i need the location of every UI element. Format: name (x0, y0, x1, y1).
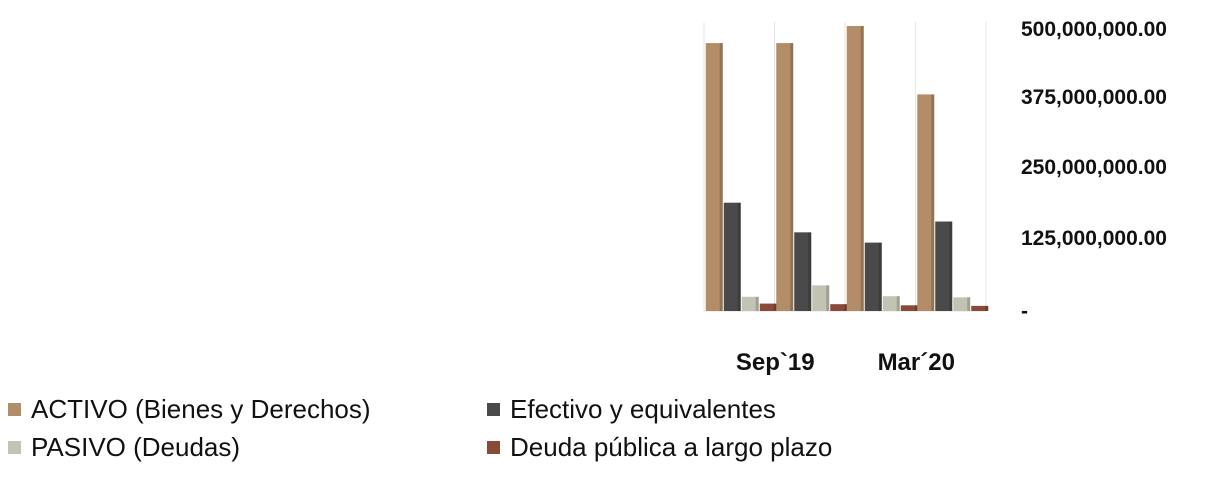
y-tick-label: 250,000,000.00 (1021, 156, 1167, 179)
legend-label: ACTIVO (Bienes y Derechos) (31, 394, 371, 424)
bar-shade-3-0 (773, 303, 777, 311)
bar-shade-0-0 (719, 43, 723, 311)
legend-swatch (8, 440, 21, 454)
bar-chart: 500,000,000.00 375,000,000.00 250,000,000.… (703, 18, 1167, 376)
bar-shade-2-1 (826, 285, 830, 311)
bar-shade-2-3 (967, 297, 971, 311)
legend-label: Deuda pública a largo plazo (510, 432, 833, 462)
y-tick-label: 125,000,000.00 (1021, 227, 1167, 250)
bar-2-1 (812, 285, 830, 311)
x-tick-label: Sep`19 (736, 349, 815, 376)
bar-shade-3-3 (985, 305, 989, 311)
legend-label: PASIVO (Deudas) (31, 432, 241, 462)
y-axis-tick-labels: 500,000,000.00 375,000,000.00 250,000,000.… (1021, 18, 1167, 323)
bar-shade-3-1 (844, 304, 848, 311)
y-tick-label: 500,000,000.00 (1021, 18, 1167, 41)
x-tick-label: Mar´20 (878, 349, 955, 376)
bar-1-2 (864, 242, 882, 311)
bar-1-0 (723, 202, 741, 311)
bar-shade-0-3 (931, 94, 935, 312)
bar-shade-3-2 (914, 305, 918, 311)
bar-0-2 (846, 26, 864, 311)
y-tick-label: 375,000,000.00 (1021, 86, 1167, 109)
bar-3-2 (900, 305, 918, 311)
bar-shade-2-0 (755, 296, 759, 311)
legend-swatch (487, 402, 500, 416)
y-tick-label: - (1021, 300, 1028, 323)
bar-shade-1-2 (878, 242, 882, 311)
bars-group (705, 26, 989, 312)
legend-item: PASIVO (Deudas) (8, 432, 240, 462)
bar-shade-1-0 (737, 202, 741, 311)
bar-shade-2-2 (896, 296, 900, 311)
bar-3-0 (759, 303, 777, 311)
legend-swatch (487, 440, 500, 454)
bar-2-0 (741, 296, 759, 311)
legend-item: Deuda pública a largo plazo (487, 432, 832, 462)
legend-item: ACTIVO (Bienes y Derechos) (8, 394, 371, 424)
bar-3-3 (971, 305, 989, 311)
bar-shade-0-2 (860, 26, 864, 311)
bar-0-1 (776, 43, 794, 311)
legend-label: Efectivo y equivalentes (510, 394, 776, 424)
legend-item: Efectivo y equivalentes (487, 394, 776, 424)
bar-3-1 (830, 304, 848, 311)
bar-0-3 (917, 94, 935, 312)
bar-1-3 (935, 221, 953, 311)
legend-swatch (8, 402, 21, 416)
x-axis-tick-labels: Sep`19 Mar´20 (736, 349, 955, 376)
bar-shade-1-3 (949, 221, 953, 311)
bar-2-3 (953, 297, 971, 311)
bar-2-2 (882, 296, 900, 311)
bar-0-0 (705, 43, 723, 311)
bar-shade-0-1 (790, 43, 794, 311)
bar-1-1 (794, 232, 812, 311)
bar-shade-1-1 (808, 232, 812, 311)
